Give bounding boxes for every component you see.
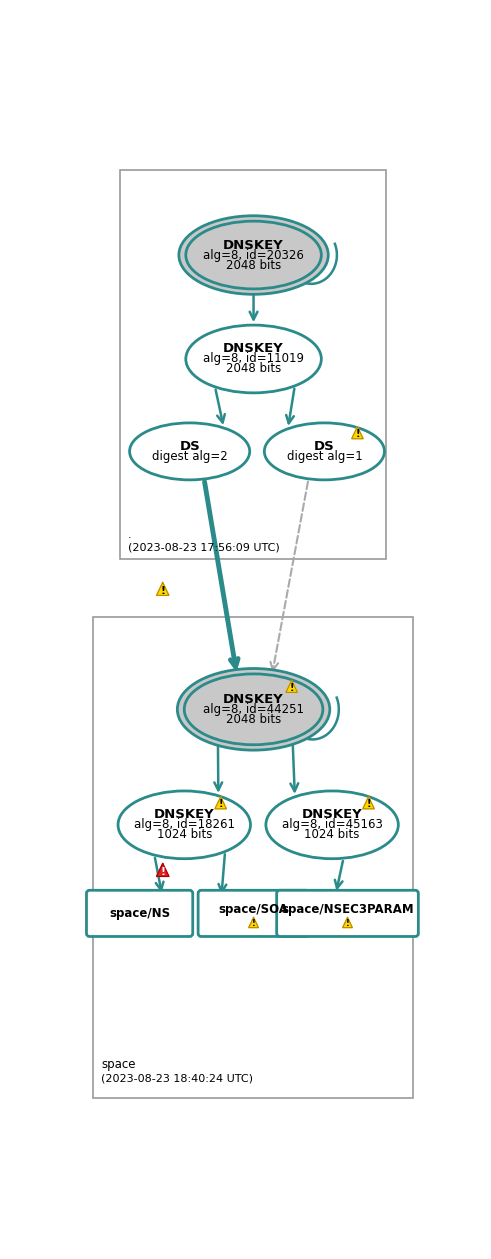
Text: DS: DS bbox=[314, 439, 335, 453]
Ellipse shape bbox=[264, 423, 384, 480]
Text: digest alg=2: digest alg=2 bbox=[152, 449, 227, 463]
Text: !: ! bbox=[251, 919, 255, 928]
Text: 2048 bits: 2048 bits bbox=[226, 258, 281, 272]
FancyBboxPatch shape bbox=[198, 890, 309, 937]
Text: DNSKEY: DNSKEY bbox=[223, 238, 284, 252]
Polygon shape bbox=[343, 918, 353, 928]
Text: alg=8, id=45163: alg=8, id=45163 bbox=[282, 818, 382, 831]
Text: digest alg=1: digest alg=1 bbox=[287, 449, 362, 463]
Text: 2048 bits: 2048 bits bbox=[226, 713, 281, 726]
Text: (2023-08-23 18:40:24 UTC): (2023-08-23 18:40:24 UTC) bbox=[101, 1074, 253, 1084]
Polygon shape bbox=[363, 797, 374, 808]
Text: space/SOA: space/SOA bbox=[218, 903, 289, 917]
Polygon shape bbox=[157, 583, 169, 596]
Text: alg=8, id=44251: alg=8, id=44251 bbox=[203, 703, 304, 716]
Text: (2023-08-23 17:56:09 UTC): (2023-08-23 17:56:09 UTC) bbox=[128, 543, 280, 553]
Text: !: ! bbox=[160, 866, 165, 876]
Ellipse shape bbox=[177, 669, 330, 750]
Text: !: ! bbox=[346, 919, 350, 928]
FancyBboxPatch shape bbox=[86, 890, 193, 937]
Bar bbox=[120, 170, 386, 559]
Bar bbox=[93, 617, 413, 1098]
Polygon shape bbox=[249, 918, 258, 928]
Text: !: ! bbox=[355, 429, 360, 439]
Ellipse shape bbox=[118, 791, 250, 859]
Ellipse shape bbox=[266, 791, 398, 859]
Ellipse shape bbox=[186, 222, 321, 288]
Text: DNSKEY: DNSKEY bbox=[154, 808, 215, 821]
Text: !: ! bbox=[366, 799, 371, 810]
Polygon shape bbox=[215, 797, 226, 808]
Text: alg=8, id=20326: alg=8, id=20326 bbox=[203, 248, 304, 262]
Text: space/NS: space/NS bbox=[109, 906, 170, 920]
Text: .: . bbox=[128, 530, 132, 540]
Ellipse shape bbox=[130, 423, 250, 480]
Text: DNSKEY: DNSKEY bbox=[223, 342, 284, 355]
Polygon shape bbox=[286, 680, 298, 692]
Text: DNSKEY: DNSKEY bbox=[223, 692, 284, 706]
Text: !: ! bbox=[289, 682, 294, 692]
Text: space/NSEC3PARAM: space/NSEC3PARAM bbox=[281, 903, 414, 917]
Text: DS: DS bbox=[179, 439, 200, 453]
Text: alg=8, id=11019: alg=8, id=11019 bbox=[203, 353, 304, 365]
Text: 2048 bits: 2048 bits bbox=[226, 363, 281, 375]
Polygon shape bbox=[352, 427, 363, 438]
Ellipse shape bbox=[184, 674, 323, 745]
Text: !: ! bbox=[218, 799, 223, 810]
Ellipse shape bbox=[179, 215, 328, 295]
Text: alg=8, id=18261: alg=8, id=18261 bbox=[134, 818, 235, 831]
Text: DNSKEY: DNSKEY bbox=[302, 808, 362, 821]
Ellipse shape bbox=[186, 325, 321, 393]
Polygon shape bbox=[157, 864, 169, 876]
FancyBboxPatch shape bbox=[276, 890, 418, 937]
Text: 1024 bits: 1024 bits bbox=[157, 828, 212, 841]
Text: space: space bbox=[101, 1058, 136, 1071]
Text: 1024 bits: 1024 bits bbox=[304, 828, 360, 841]
Text: !: ! bbox=[160, 585, 165, 596]
